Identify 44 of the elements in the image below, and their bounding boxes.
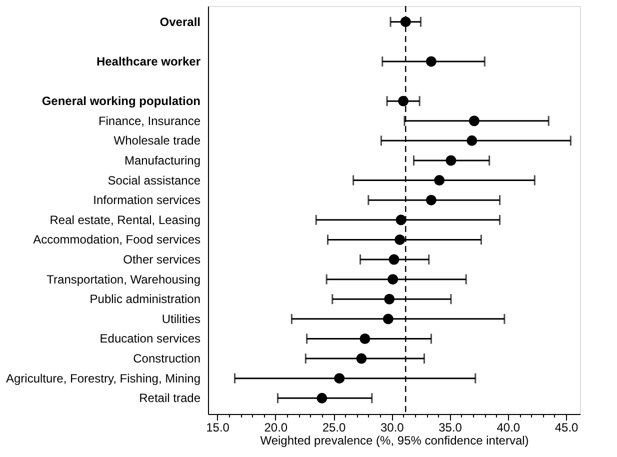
point (360, 334, 370, 344)
point (382, 314, 394, 324)
x-tick-label: 15.0 (206, 420, 230, 434)
point (356, 353, 367, 364)
y-tick-label: Construction (133, 352, 200, 366)
y-tick-label: Real estate, Rental, Leasing (50, 212, 200, 227)
y-tick-label: Healthcare worker (96, 54, 201, 68)
x-tick-label: 40.0 (496, 420, 520, 434)
y-tick-label: Overall (160, 14, 200, 29)
y-tick-label: Retail trade (139, 391, 201, 406)
x-tick-label: 45.0 (554, 420, 579, 434)
x-tick-label: 35.0 (438, 420, 462, 434)
point (426, 56, 436, 67)
y-tick-label: Social assistance (108, 173, 201, 188)
point (446, 155, 456, 166)
point (388, 254, 400, 265)
point (400, 16, 411, 28)
point (316, 392, 328, 404)
y-tick-label: Other services (123, 252, 200, 267)
point (468, 116, 480, 126)
y-tick-label: Transportation, Warehousing (46, 272, 200, 286)
point (384, 294, 395, 304)
y-tick-label: Manufacturing (124, 153, 200, 168)
x-tick-label: 30.0 (380, 420, 404, 434)
point (426, 194, 436, 206)
x-tick-label: 20.0 (264, 420, 288, 434)
y-tick-label: Information services (93, 193, 200, 208)
point (388, 274, 398, 285)
point (466, 135, 478, 146)
point (434, 175, 445, 186)
y-tick-label: Wholesale trade (114, 134, 201, 148)
y-tick-label: Accommodation, Food services (33, 232, 200, 247)
point (398, 96, 409, 106)
x-axis-title: Weighted prevalence (%, 95% confidence interval) (260, 434, 529, 448)
y-tick-label: Finance, Insurance (98, 114, 201, 128)
y-tick-label: Agriculture, Forestry, Fishing, Mining (6, 371, 200, 386)
point (394, 234, 406, 245)
point (334, 373, 345, 384)
y-tick-label: Public administration (90, 292, 200, 306)
y-tick-label: General working population (42, 94, 200, 108)
y-tick-label: Utilities (162, 312, 200, 326)
y-tick-label: Education services (100, 332, 200, 346)
point (396, 214, 406, 226)
x-tick-label: 25.0 (322, 420, 346, 434)
